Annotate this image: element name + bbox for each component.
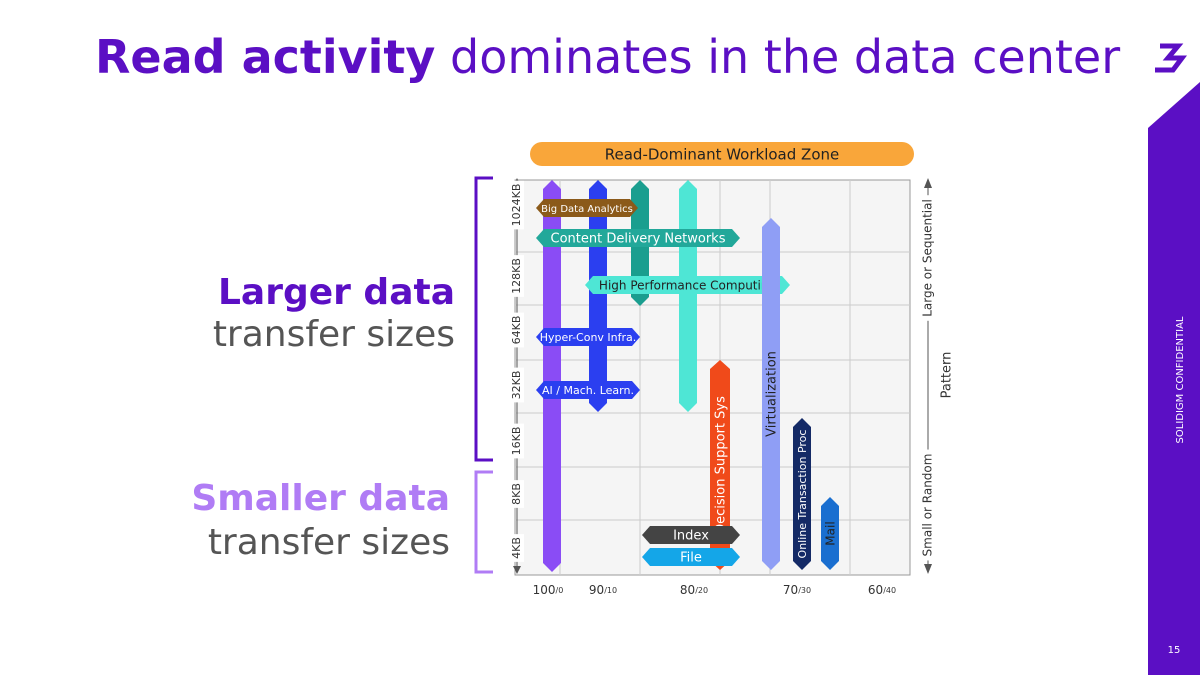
label-bg xyxy=(510,534,524,562)
workload-label: Hyper-Conv Infra. xyxy=(540,331,637,344)
workload-label: File xyxy=(680,551,702,566)
workload-label: High Performance Computing xyxy=(599,279,776,293)
x-label-main: 100 xyxy=(533,583,556,597)
label-bg xyxy=(510,255,524,297)
workload-arrow xyxy=(679,180,697,412)
label-bg xyxy=(510,367,524,403)
x-label-sub: /0 xyxy=(556,586,564,595)
y-label: 4KB xyxy=(510,537,523,559)
workload-arrow xyxy=(821,497,839,570)
workload-label: Big Data Analytics xyxy=(541,204,633,215)
workload-label: Decision Support Sys xyxy=(714,396,729,534)
bracket xyxy=(474,176,493,462)
title-bold: Read activity xyxy=(95,30,435,84)
x-label-main: 90 xyxy=(589,583,604,597)
axis-arrow xyxy=(924,178,932,188)
workload-label: Mail xyxy=(824,521,838,545)
left-bold: Smaller data xyxy=(191,478,450,519)
title-rest: dominates in the data center xyxy=(450,30,1120,84)
label-bg xyxy=(920,195,936,321)
side-band xyxy=(1148,82,1200,675)
x-label: 80/20 xyxy=(680,583,708,597)
workload-label: AI / Mach. Learn. xyxy=(542,384,634,397)
x-label-sub: /10 xyxy=(604,586,617,595)
zone-label: Read-Dominant Workload Zone xyxy=(605,146,839,164)
label-bg xyxy=(510,180,524,230)
y-label: 1024KB xyxy=(510,184,523,227)
bracket xyxy=(474,470,493,574)
workload-label: Content Delivery Networks xyxy=(551,232,726,247)
x-label-main: 80 xyxy=(680,583,695,597)
x-label-main: 70 xyxy=(783,583,798,597)
label-bg xyxy=(510,480,524,508)
y-label: 128KB xyxy=(510,258,523,294)
workload-label: Index xyxy=(673,529,709,544)
axis-arrow xyxy=(513,566,521,574)
label-bg xyxy=(510,312,524,348)
label-bg xyxy=(920,449,936,561)
x-label-sub: /30 xyxy=(798,586,811,595)
x-label: 90/10 xyxy=(589,583,617,597)
x-label-sub: /40 xyxy=(883,586,896,595)
workload-arrow xyxy=(642,526,740,544)
workload-arrow xyxy=(762,218,780,570)
axis-arrow xyxy=(924,564,932,574)
confidential: SOLIDIGM CONFIDENTIAL xyxy=(1175,316,1186,443)
y-label: 8KB xyxy=(510,483,523,505)
x-label-sub: /20 xyxy=(695,586,708,595)
workload-arrow xyxy=(536,328,640,346)
y-label: 32KB xyxy=(510,371,523,400)
left-bold: Larger data xyxy=(218,272,455,313)
workload-label: Virtualization xyxy=(765,351,780,437)
title: Read activity dominates in the data cent… xyxy=(95,30,1120,84)
workload-arrow xyxy=(543,180,561,572)
x-label: 100/0 xyxy=(533,583,564,597)
pattern-label: Small or Random xyxy=(921,454,935,557)
workload-arrow xyxy=(793,418,811,570)
x-label: 70/30 xyxy=(783,583,811,597)
workload-arrow xyxy=(642,548,740,566)
x-label-main: 60 xyxy=(868,583,883,597)
page-number: 15 xyxy=(1168,645,1181,656)
x-label: 60/40 xyxy=(868,583,896,597)
left-rest: transfer sizes xyxy=(213,314,455,355)
left-rest: transfer sizes xyxy=(208,522,450,563)
workload-arrow xyxy=(536,381,640,399)
workload-arrow xyxy=(536,229,740,247)
workload-label: Online Transaction Proc xyxy=(796,430,809,559)
y-label: 16KB xyxy=(510,427,523,456)
workload-arrow xyxy=(585,276,790,294)
pattern-label: Large or Sequential xyxy=(921,199,935,317)
workload-arrow xyxy=(710,360,730,570)
zone-bar xyxy=(530,142,914,166)
y-label: 64KB xyxy=(510,316,523,345)
pattern-title: Pattern xyxy=(940,352,955,399)
logo xyxy=(1155,43,1187,73)
label-bg xyxy=(510,423,524,459)
workload-arrow xyxy=(536,199,638,217)
